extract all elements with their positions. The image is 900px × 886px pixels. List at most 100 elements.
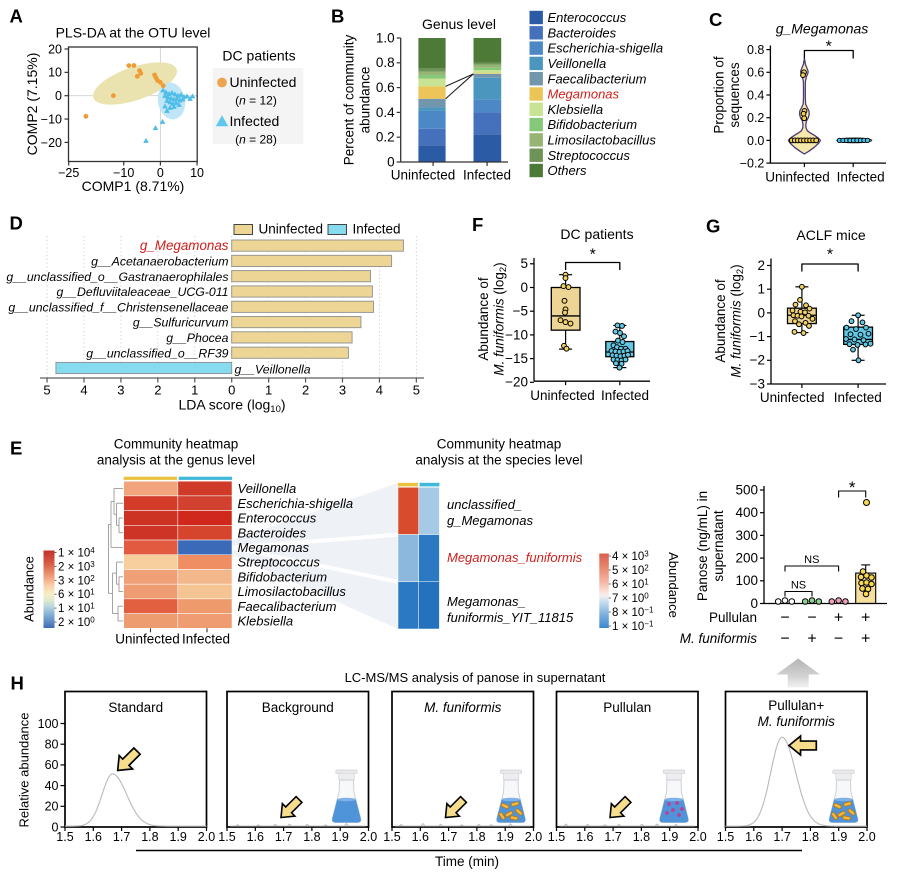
- svg-text:2 × 100: 2 × 100: [58, 616, 95, 630]
- svg-text:2.0: 2.0: [689, 830, 706, 844]
- svg-text:−15: −15: [505, 351, 528, 366]
- svg-text:Uninfected: Uninfected: [391, 167, 456, 182]
- svg-text:200: 200: [735, 551, 758, 566]
- svg-text:1.6: 1.6: [412, 830, 429, 844]
- svg-text:0: 0: [387, 154, 395, 169]
- svg-text:2 × 103: 2 × 103: [58, 560, 95, 574]
- svg-text:C: C: [709, 9, 722, 30]
- svg-text:Veillonella: Veillonella: [548, 56, 607, 71]
- svg-text:+: +: [861, 610, 870, 627]
- svg-text:5: 5: [43, 383, 50, 398]
- svg-text:−: −: [834, 631, 843, 648]
- svg-text:Faecalibacterium: Faecalibacterium: [548, 71, 647, 86]
- svg-text:E: E: [10, 438, 22, 459]
- svg-text:3: 3: [117, 383, 124, 398]
- svg-text:Klebsiella: Klebsiella: [238, 614, 294, 629]
- svg-text:Proportion of: Proportion of: [712, 56, 727, 134]
- svg-text:Limosilactobacillus: Limosilactobacillus: [548, 133, 657, 148]
- svg-text:1.9: 1.9: [830, 830, 847, 844]
- svg-text:1.6: 1.6: [745, 830, 762, 844]
- svg-text:400: 400: [735, 505, 758, 520]
- svg-text:1.6: 1.6: [85, 830, 102, 844]
- svg-text:20: 20: [48, 42, 62, 56]
- svg-text:0.8: 0.8: [376, 55, 395, 70]
- svg-text:1.8: 1.8: [141, 830, 158, 844]
- svg-text:analysis at the species level: analysis at the species level: [415, 453, 582, 468]
- svg-text:Megamonas: Megamonas: [238, 540, 310, 555]
- svg-text:Escherichia-shigella: Escherichia-shigella: [548, 41, 664, 56]
- svg-text:−20: −20: [41, 136, 62, 150]
- svg-text:1.9: 1.9: [661, 830, 678, 844]
- svg-text:2.0: 2.0: [360, 830, 377, 844]
- svg-text:+: +: [861, 631, 870, 648]
- svg-text:(n = 12): (n = 12): [235, 94, 277, 108]
- svg-text:F: F: [472, 214, 483, 235]
- svg-text:−20: −20: [505, 375, 528, 390]
- svg-text:2.0: 2.0: [858, 830, 875, 844]
- svg-text:2: 2: [302, 383, 309, 398]
- svg-text:Abundance of: Abundance of: [713, 279, 728, 363]
- svg-text:−: −: [780, 631, 789, 648]
- svg-text:g__Veillonella: g__Veillonella: [235, 363, 311, 377]
- svg-text:0: 0: [757, 305, 765, 320]
- svg-text:−0.2: −0.2: [740, 157, 765, 171]
- svg-text:D: D: [10, 213, 23, 234]
- svg-text:0.6: 0.6: [376, 80, 395, 95]
- svg-text:Pullulan: Pullulan: [709, 610, 757, 625]
- svg-text:g__unclassified_f__Christensen: g__unclassified_f__Christensenellaceae: [8, 300, 228, 314]
- svg-text:1.0: 1.0: [376, 30, 395, 45]
- svg-text:1.5: 1.5: [383, 830, 400, 844]
- svg-text:2: 2: [757, 258, 765, 273]
- svg-text:−1: −1: [750, 329, 765, 344]
- svg-text:1.8: 1.8: [303, 830, 320, 844]
- svg-text:1.6: 1.6: [576, 830, 593, 844]
- svg-text:80: 80: [45, 738, 59, 752]
- svg-text:Enterococcus: Enterococcus: [548, 10, 627, 25]
- svg-text:Infected: Infected: [601, 388, 649, 403]
- svg-text:6 × 101: 6 × 101: [612, 578, 649, 592]
- svg-text:1 × 101: 1 × 101: [58, 602, 95, 616]
- svg-text:Community heatmap: Community heatmap: [437, 437, 562, 452]
- svg-text:1: 1: [191, 383, 198, 398]
- svg-text:1 × 104: 1 × 104: [58, 546, 95, 560]
- svg-text:5: 5: [413, 383, 420, 398]
- svg-text:Standard: Standard: [108, 700, 163, 715]
- svg-text:M. funiformis (log2): M. funiformis (log2): [492, 262, 510, 375]
- svg-text:1.9: 1.9: [497, 830, 514, 844]
- svg-text:Megamonas: Megamonas: [548, 87, 620, 102]
- svg-text:ACLF mice: ACLF mice: [796, 227, 865, 243]
- svg-text:2: 2: [154, 383, 161, 398]
- svg-text:0.0: 0.0: [747, 134, 764, 148]
- svg-text:g__Acetanaerobacterium: g__Acetanaerobacterium: [91, 255, 228, 269]
- svg-text:+: +: [807, 631, 816, 648]
- svg-text:−10: −10: [41, 112, 62, 126]
- svg-text:1.8: 1.8: [802, 830, 819, 844]
- svg-text:0: 0: [228, 383, 235, 398]
- svg-text:0.6: 0.6: [747, 66, 764, 80]
- svg-text:1.6: 1.6: [247, 830, 264, 844]
- svg-text:3: 3: [339, 383, 346, 398]
- svg-text:B: B: [331, 6, 344, 27]
- svg-text:1: 1: [265, 383, 272, 398]
- svg-text:Uninfected: Uninfected: [115, 632, 180, 647]
- svg-text:0.8: 0.8: [747, 43, 764, 57]
- svg-text:2.0: 2.0: [525, 830, 542, 844]
- svg-text:8 × 10−1: 8 × 10−1: [612, 606, 654, 620]
- svg-text:1.5: 1.5: [56, 830, 73, 844]
- svg-text:Uninfected: Uninfected: [760, 390, 825, 405]
- svg-text:Relative abundance: Relative abundance: [17, 713, 32, 828]
- svg-text:funiformis_YIT_11815: funiformis_YIT_11815: [447, 610, 574, 625]
- svg-text:Uninfected: Uninfected: [530, 388, 595, 403]
- svg-text:Pullulan: Pullulan: [603, 700, 651, 715]
- svg-text:(n = 28): (n = 28): [235, 133, 277, 147]
- svg-text:7 × 100: 7 × 100: [612, 592, 649, 606]
- svg-text:0.4: 0.4: [376, 105, 395, 120]
- svg-text:g__unclassified_o__RF39: g__unclassified_o__RF39: [86, 346, 228, 360]
- svg-text:A: A: [10, 6, 23, 27]
- svg-text:g_Megamonas: g_Megamonas: [776, 21, 869, 37]
- svg-text:1.8: 1.8: [633, 830, 650, 844]
- svg-text:NS: NS: [804, 554, 819, 566]
- svg-text:M. funiformis (log2): M. funiformis (log2): [729, 264, 747, 377]
- svg-text:*: *: [849, 478, 856, 497]
- svg-text:*: *: [827, 247, 833, 264]
